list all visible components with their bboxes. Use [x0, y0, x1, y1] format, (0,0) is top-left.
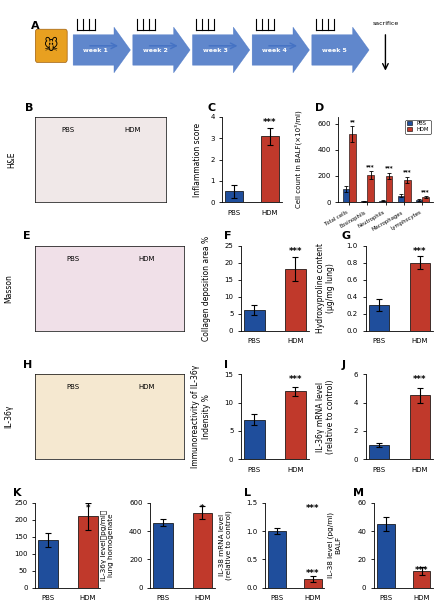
Text: H: H	[23, 360, 33, 370]
Y-axis label: Cell count in BALF(×10³/ml): Cell count in BALF(×10³/ml)	[295, 111, 302, 208]
Y-axis label: Hydroxyproline content
(μg/mg lung): Hydroxyproline content (μg/mg lung)	[316, 243, 335, 333]
Bar	[78, 516, 98, 588]
Text: week 1: week 1	[84, 48, 108, 53]
Bar	[416, 200, 423, 202]
Bar	[193, 513, 212, 588]
Text: ***: ***	[403, 170, 412, 175]
Text: week 5: week 5	[322, 48, 347, 53]
Bar	[369, 445, 389, 459]
Text: week 4: week 4	[263, 48, 287, 53]
Y-axis label: Collagen deposition area %: Collagen deposition area %	[202, 236, 210, 341]
Text: M: M	[353, 488, 364, 499]
Text: HDM: HDM	[125, 127, 141, 133]
Y-axis label: IL-36γ level（pg/ml）
lung homogenate: IL-36γ level（pg/ml） lung homogenate	[101, 510, 114, 581]
Text: L: L	[244, 488, 251, 499]
Text: ***: ***	[413, 247, 427, 256]
Text: sacrifice: sacrifice	[372, 21, 399, 27]
FancyBboxPatch shape	[73, 27, 130, 73]
Text: J: J	[342, 360, 346, 370]
Text: I: I	[224, 360, 228, 370]
Text: *: *	[85, 504, 90, 513]
Bar	[349, 134, 355, 202]
Text: ***: ***	[289, 375, 302, 384]
Bar	[304, 579, 321, 588]
FancyBboxPatch shape	[133, 27, 190, 73]
Text: ***: ***	[289, 247, 302, 256]
Text: B: B	[25, 103, 33, 113]
Text: D: D	[315, 103, 324, 113]
Text: IL-36γ: IL-36γ	[4, 405, 13, 428]
Bar	[244, 310, 265, 331]
Bar	[285, 270, 305, 331]
Text: **: **	[350, 119, 355, 124]
Bar	[386, 176, 392, 202]
Text: week 3: week 3	[203, 48, 228, 53]
Bar	[285, 391, 305, 459]
Text: A: A	[31, 21, 40, 31]
FancyBboxPatch shape	[193, 27, 250, 73]
Text: ***: ***	[366, 164, 375, 168]
Text: PBS: PBS	[61, 127, 75, 133]
Text: HDM: HDM	[139, 384, 155, 390]
Y-axis label: Immunoreactivity of IL-36γ
Indensity %: Immunoreactivity of IL-36γ Indensity %	[191, 365, 210, 468]
Bar	[153, 522, 173, 588]
FancyBboxPatch shape	[35, 29, 67, 62]
Bar	[225, 191, 243, 202]
Text: Masson: Masson	[4, 274, 13, 302]
Text: H&E: H&E	[8, 152, 16, 168]
Bar	[412, 571, 431, 588]
Bar	[398, 196, 404, 202]
Text: E: E	[23, 231, 31, 241]
Bar	[361, 201, 367, 202]
Y-axis label: Inflammation score: Inflammation score	[193, 122, 202, 196]
Bar	[268, 531, 286, 588]
Text: C: C	[208, 103, 216, 113]
Y-axis label: IL-36γ mRNA level
(relative to control): IL-36γ mRNA level (relative to control)	[316, 379, 335, 454]
Text: ***: ***	[385, 165, 393, 171]
Text: ***: ***	[263, 118, 277, 127]
Bar	[410, 262, 430, 331]
Text: ***: ***	[415, 566, 428, 575]
Bar	[410, 396, 430, 459]
Text: PBS: PBS	[66, 384, 79, 390]
Bar	[38, 540, 58, 588]
Text: HDM: HDM	[139, 256, 155, 262]
Text: K: K	[12, 488, 21, 499]
Text: ***: ***	[306, 504, 319, 513]
Text: PBS: PBS	[66, 256, 79, 262]
Text: F: F	[224, 231, 232, 241]
FancyBboxPatch shape	[252, 27, 309, 73]
Text: week 2: week 2	[143, 48, 168, 53]
Text: 🐭: 🐭	[44, 39, 58, 53]
Y-axis label: IL-38 mRNA level
(relative to control): IL-38 mRNA level (relative to control)	[219, 510, 232, 580]
Bar	[404, 180, 411, 202]
Legend: PBS, HDM: PBS, HDM	[405, 119, 431, 134]
Text: ***: ***	[413, 375, 427, 384]
Bar	[379, 201, 386, 202]
Text: ***: ***	[306, 568, 319, 578]
Text: *: *	[200, 504, 205, 513]
Bar	[423, 197, 429, 202]
FancyBboxPatch shape	[312, 27, 369, 73]
Y-axis label: IL-38 level (pg/ml)
BALF: IL-38 level (pg/ml) BALF	[328, 512, 341, 578]
Text: G: G	[342, 231, 351, 241]
Bar	[377, 524, 395, 588]
Text: ***: ***	[421, 189, 430, 194]
Bar	[244, 419, 265, 459]
Bar	[261, 136, 279, 202]
Bar	[369, 305, 389, 331]
Bar	[343, 189, 349, 202]
Bar	[367, 175, 374, 202]
